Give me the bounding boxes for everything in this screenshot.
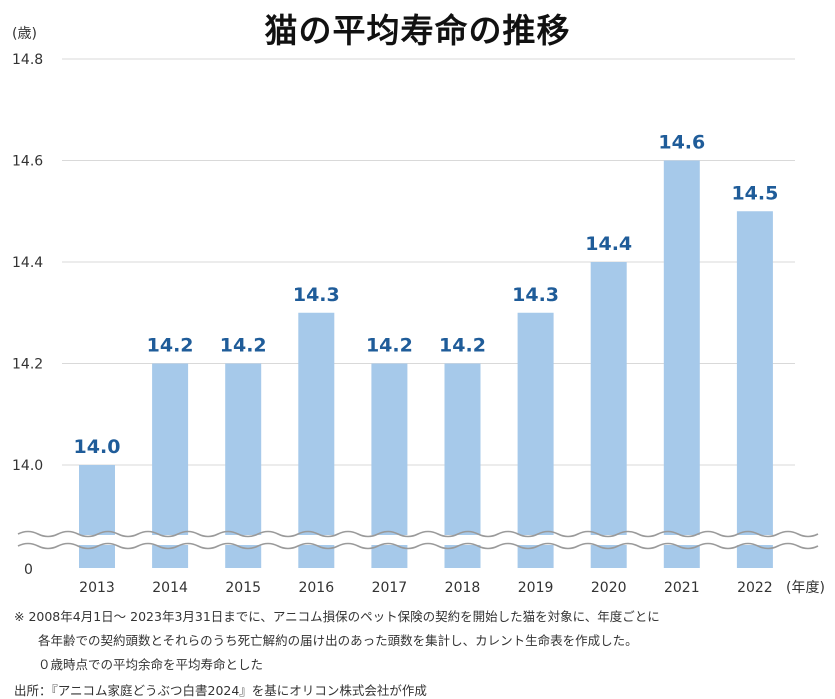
axis-break-line bbox=[17, 542, 819, 550]
y-tick-label: 14.4 bbox=[12, 255, 43, 271]
x-tick-label: 2017 bbox=[372, 580, 408, 596]
bar-2020 bbox=[590, 262, 627, 568]
bar-2016 bbox=[298, 312, 335, 568]
data-label: 14.2 bbox=[366, 335, 413, 357]
data-label: 14.3 bbox=[512, 284, 559, 306]
data-label: 14.3 bbox=[293, 284, 340, 306]
y-axis-unit-label: (歳) bbox=[12, 26, 37, 42]
bar-chart: 14.8 14.6 14.4 14.2 14.0 0 14.0 2013 14.2 2014 14.… bbox=[12, 26, 825, 596]
bar-2019 bbox=[517, 312, 554, 568]
data-label: 14.0 bbox=[74, 436, 121, 458]
x-tick-label: 2016 bbox=[298, 580, 334, 596]
x-tick-label: 2014 bbox=[152, 580, 188, 596]
x-tick-label: 2013 bbox=[79, 580, 115, 596]
data-label: 14.2 bbox=[439, 335, 486, 357]
bar-2013 bbox=[79, 465, 115, 568]
y-tick-label: 14.2 bbox=[12, 357, 43, 373]
y-tick-label: 14.6 bbox=[12, 154, 43, 170]
x-tick-label: 2018 bbox=[445, 580, 481, 596]
bar-2022 bbox=[736, 211, 773, 568]
footnote-line-3: ０歳時点での平均余命を平均寿命とした bbox=[38, 657, 264, 672]
data-label: 14.2 bbox=[147, 335, 194, 357]
chart-title: 猫の平均寿命の推移 bbox=[264, 11, 571, 50]
axis-break-line bbox=[17, 530, 819, 538]
bar-2018 bbox=[444, 363, 481, 568]
y-tick-label: 14.8 bbox=[12, 52, 43, 68]
source-note: 出所：『アニコム家庭どうぶつ白書2024』を基にオリコン株式会社が作成 bbox=[14, 683, 427, 698]
bar-2015 bbox=[225, 363, 262, 568]
data-label: 14.4 bbox=[585, 233, 632, 255]
axis-break-fill bbox=[18, 535, 815, 545]
x-tick-label: 2015 bbox=[225, 580, 261, 596]
data-label: 14.2 bbox=[220, 335, 267, 357]
data-label: 14.5 bbox=[731, 182, 778, 204]
bar-2021 bbox=[663, 160, 700, 568]
x-tick-label: 2019 bbox=[518, 580, 554, 596]
data-label: 14.6 bbox=[658, 132, 705, 154]
x-tick-label: 2021 bbox=[664, 580, 700, 596]
footnote-line-1: ※ 2008年4月1日～ 2023年3月31日までに、アニコム損保のペット保険の… bbox=[14, 609, 660, 624]
y-tick-label: 14.0 bbox=[12, 458, 43, 474]
x-axis-unit-label: (年度) bbox=[786, 580, 825, 596]
x-tick-label: 2022 bbox=[737, 580, 773, 596]
footnote-line-2: 各年齢での契約頭数とそれらのうち死亡解約の届け出のあった頭数を集計し、カレント生… bbox=[38, 633, 638, 648]
y-tick-label-zero: 0 bbox=[24, 562, 33, 578]
x-tick-label: 2020 bbox=[591, 580, 627, 596]
